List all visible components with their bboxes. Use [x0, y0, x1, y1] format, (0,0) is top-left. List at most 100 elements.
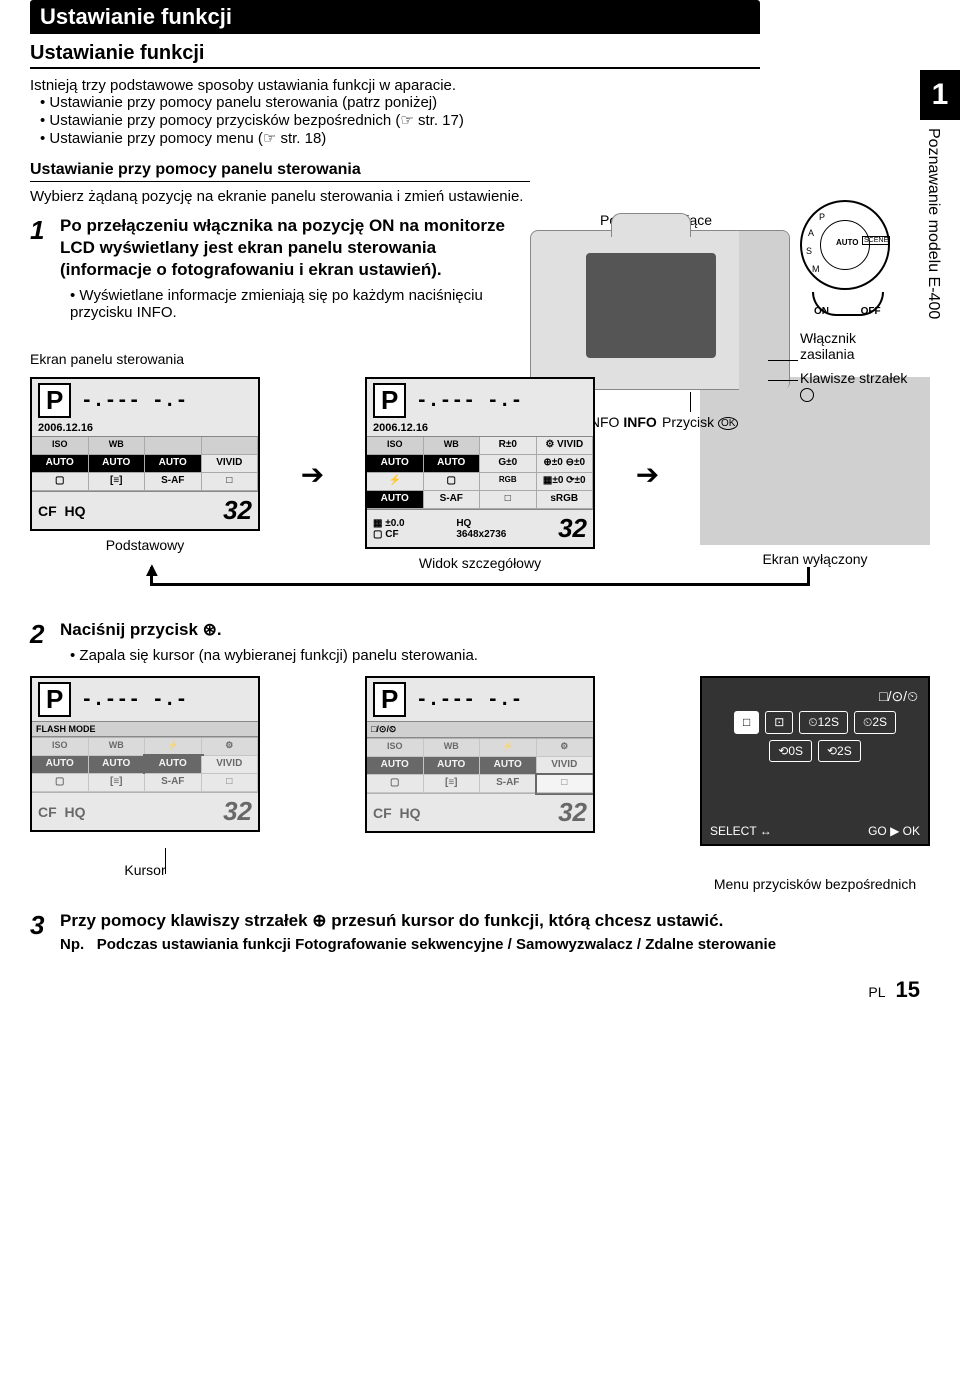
hq-label: HQ [64, 503, 85, 519]
cell: ISO [367, 739, 424, 757]
cell: ISO [32, 738, 89, 756]
step3-text: Przy pomocy klawiszy strzałek ⊕ przesuń … [60, 910, 930, 932]
section-heading: Ustawianie przy pomocy panelu sterowania [30, 161, 530, 182]
screen-cursor1: P -.--- -.- FLASH MODE ISO WB ⚡ ⚙ AUTO A… [30, 676, 260, 832]
cell: AUTO [367, 455, 424, 473]
cf-label: ▢ CF [373, 529, 405, 540]
page-number: 15 [896, 977, 920, 1003]
chapter-tab: 1 Poznawanie modelu E-400 [920, 70, 960, 400]
np-label: Np. [60, 936, 84, 953]
cell: AUTO [424, 757, 481, 775]
cell: ▢ [367, 775, 424, 793]
opt-seq: ⊡ [765, 711, 793, 734]
cell [145, 437, 202, 455]
camera-diagram: Pokrętło sterujące AUTO SCENE P A S M ON… [530, 230, 910, 390]
seq-icons-label: □/⊙/⏲ [367, 721, 593, 738]
hq-label: HQ [399, 805, 420, 821]
cf-label: CF [38, 804, 57, 820]
step-number: 1 [30, 215, 60, 321]
mode-p: P [819, 212, 825, 222]
nav-icon [800, 388, 814, 402]
opt-single: □ [734, 711, 759, 734]
step-number: 3 [30, 910, 60, 953]
screen-detail-label: Widok szczegółowy [419, 555, 541, 571]
cursor-cell: □ [537, 775, 594, 793]
mode-indicator: P [373, 383, 406, 418]
cell: AUTO [145, 455, 202, 473]
date: 2006.12.16 [32, 422, 258, 436]
cell: □ [480, 491, 537, 509]
page-subtitle: Ustawianie funkcji [30, 42, 760, 69]
cell: ⚙ VIVID [537, 437, 594, 455]
step1-bullet: Wyświetlane informacje zmieniają się po … [70, 287, 520, 321]
cell: ⊕±0 ⊖±0 [537, 455, 594, 473]
cell: AUTO [367, 491, 424, 509]
opt-2s: ⏲2S [854, 711, 896, 734]
step2-bullet: Zapala się kursor (na wybieranej funkcji… [70, 647, 930, 664]
mode-indicator: P [373, 682, 406, 717]
cell: WB [89, 738, 146, 756]
step-2: 2 Naciśnij przycisk ⊛. Zapala się kursor… [30, 619, 930, 664]
select-label: SELECT ↔ [710, 824, 772, 838]
cell: ▦ ±0.0 [373, 518, 405, 529]
opt-12s: ⏲12S [799, 711, 848, 734]
screen-off [700, 377, 930, 545]
intro-bullet: Ustawianie przy pomocy przycisków bezpoś… [40, 111, 530, 129]
mode-m: M [812, 264, 820, 274]
arrow-right-icon: ➔ [636, 458, 659, 491]
step-1: 1 Po przełączeniu włącznika na pozycję O… [30, 215, 520, 321]
cell: AUTO [480, 757, 537, 775]
cell: WB [89, 437, 146, 455]
cell: ▢ [32, 774, 89, 792]
intro-text: Istnieją trzy podstawowe sposoby ustawia… [30, 77, 530, 94]
opt-r0s: ⟲0S [769, 740, 812, 762]
cf-label: CF [373, 805, 392, 821]
cell: [≡] [424, 775, 481, 793]
menu-label: Menu przycisków bezpośrednich [714, 876, 916, 892]
cell: ▢ [424, 473, 481, 491]
arrow-right-icon: ➔ [301, 458, 324, 491]
cell: VIVID [202, 756, 259, 774]
counter: 32 [223, 495, 252, 526]
cell: S-AF [145, 473, 202, 491]
cell: ⚡ [367, 473, 424, 491]
cf-label: CF [38, 503, 57, 519]
cell: AUTO [367, 757, 424, 775]
cell: VIVID [202, 455, 259, 473]
hq-label: HQ [64, 804, 85, 820]
mode-s: S [806, 246, 812, 256]
step1-text: Po przełączeniu włącznika na pozycję ON … [60, 215, 520, 281]
flash-mode-label: FLASH MODE [32, 721, 258, 737]
mode-indicator: P [38, 383, 71, 418]
cursor-label: Kursor [124, 862, 165, 878]
cell: WB [424, 739, 481, 757]
cell: S-AF [424, 491, 481, 509]
cell: S-AF [145, 774, 202, 792]
cell: ▢ [32, 473, 89, 491]
mode-dial-icon: AUTO SCENE P A S M [800, 200, 890, 290]
cell: ISO [367, 437, 424, 455]
intro-bullet: Ustawianie przy pomocy menu (☞ str. 18) [40, 129, 530, 147]
cell: AUTO [89, 756, 146, 774]
section-prelude: Wybierz żądaną pozycję na ekranie panelu… [30, 188, 530, 205]
label-arrows: Klawisze strzałek [800, 370, 910, 402]
mode-a: A [808, 228, 814, 238]
exposure-readout: -.--- -.- [81, 390, 188, 411]
cell: AUTO [32, 455, 89, 473]
chapter-number: 1 [920, 70, 960, 120]
date: 2006.12.16 [367, 422, 593, 436]
cell: [≡] [89, 774, 146, 792]
cell: □ [202, 473, 259, 491]
cycle-arrow: ▲ [30, 575, 930, 593]
screen-detail: P -.--- -.- 2006.12.16 ISO WB R±0 ⚙ VIVI… [365, 377, 595, 549]
intro-block: Istnieją trzy podstawowe sposoby ustawia… [30, 77, 530, 147]
cell: □ [202, 774, 259, 792]
cell: WB [424, 437, 481, 455]
counter: 32 [558, 797, 587, 828]
step-number: 2 [30, 619, 60, 664]
exposure-readout: -.--- -.- [416, 390, 523, 411]
cell: R±0 [480, 437, 537, 455]
step-3: 3 Przy pomocy klawiszy strzałek ⊕ przesu… [30, 910, 930, 953]
cell: ▦±0 ⟳±0 [537, 473, 594, 491]
cursor-cell: AUTO [145, 756, 202, 774]
